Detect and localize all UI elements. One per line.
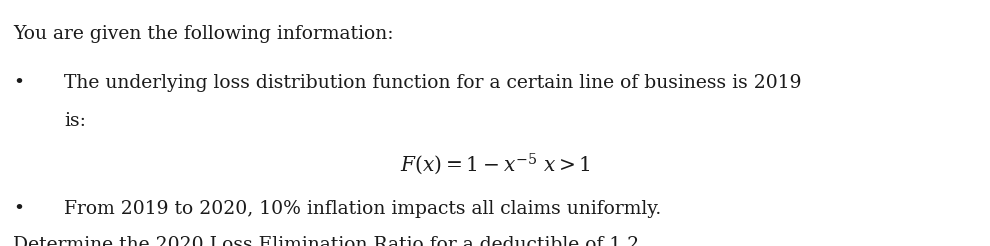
Text: From 2019 to 2020, 10% inflation impacts all claims uniformly.: From 2019 to 2020, 10% inflation impacts…	[64, 200, 661, 218]
Text: You are given the following information:: You are given the following information:	[13, 25, 393, 43]
Text: •: •	[13, 74, 24, 92]
Text: Determine the 2020 Loss Elimination Ratio for a deductible of 1.2.: Determine the 2020 Loss Elimination Rati…	[13, 236, 644, 246]
Text: •: •	[13, 200, 24, 218]
Text: is:: is:	[64, 112, 86, 130]
Text: The underlying loss distribution function for a certain line of business is 2019: The underlying loss distribution functio…	[64, 74, 802, 92]
Text: $F(x) = 1 - x^{-5}\ x > 1$: $F(x) = 1 - x^{-5}\ x > 1$	[400, 151, 590, 177]
